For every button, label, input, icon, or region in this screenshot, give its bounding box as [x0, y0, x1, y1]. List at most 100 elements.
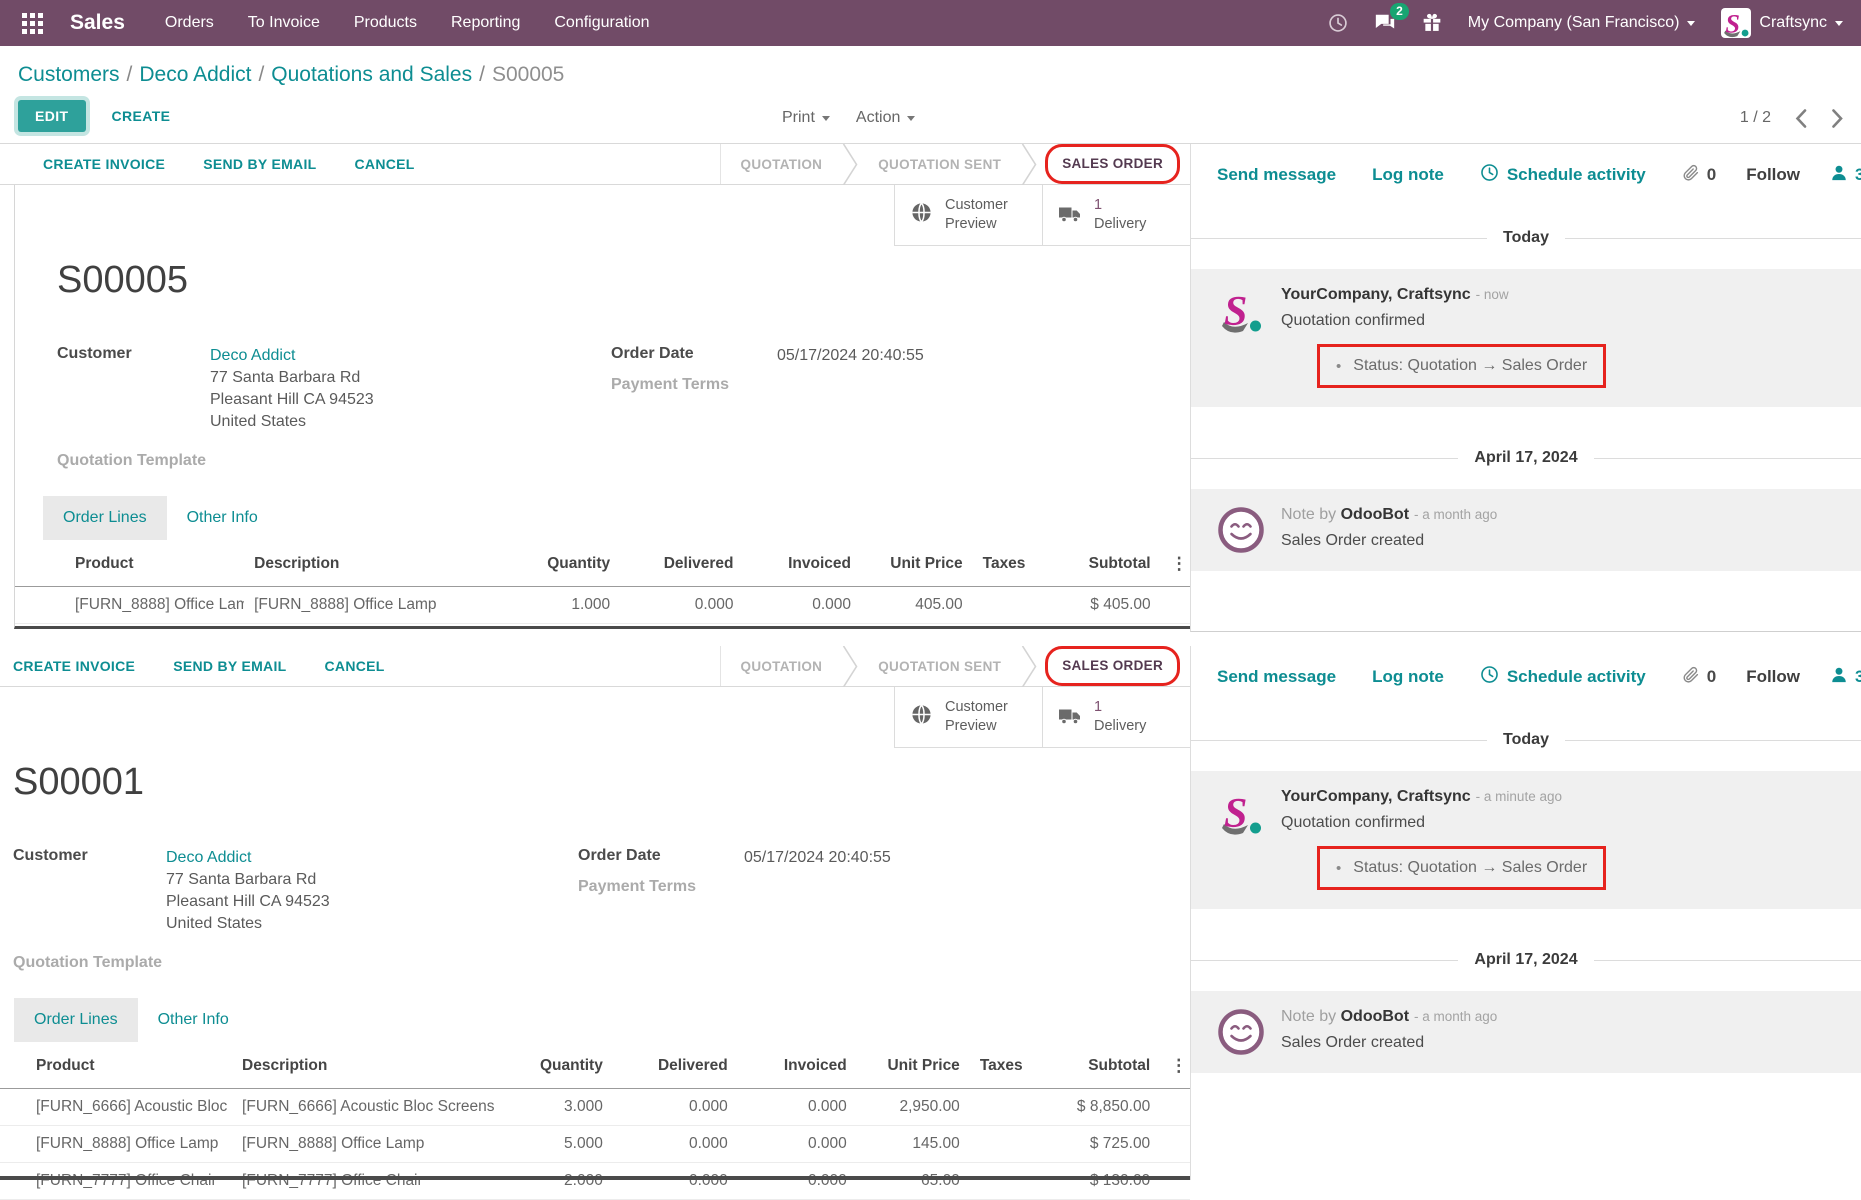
paperclip-icon [1682, 666, 1700, 689]
col-taxes: Taxes [969, 1046, 1036, 1089]
message-author: YourCompany, Craftsync [1281, 286, 1471, 303]
user-menu[interactable]: Craftsync [1721, 8, 1843, 38]
delivery-button[interactable]: 1 Delivery [1042, 185, 1190, 246]
table-header-row: Product Description Quantity Delivered I… [0, 1046, 1190, 1089]
paperclip-icon [1682, 164, 1700, 187]
tab-other-info[interactable]: Other Info [186, 509, 258, 526]
step-sales-order-active[interactable]: SALES ORDER [1062, 156, 1163, 171]
create-invoice-button[interactable]: CREATE INVOICE [13, 658, 136, 674]
customer-preview-button[interactable]: Customer Preview [894, 185, 1042, 246]
step-quotation[interactable]: QUOTATION [740, 156, 823, 172]
send-by-email-button[interactable]: SEND BY EMAIL [173, 658, 287, 674]
messages-icon[interactable]: 2 [1374, 3, 1409, 34]
order-line-row[interactable]: [FURN_8888] Office Lamp [FURN_8888] Offi… [15, 586, 1190, 624]
message-body: Quotation confirmed [1281, 814, 1426, 831]
avatar [1721, 8, 1752, 38]
schedule-activity-button[interactable]: Schedule activity [1480, 163, 1646, 187]
cancel-button[interactable]: CANCEL [354, 156, 415, 172]
notebook-tabs: Order Lines Other Info [14, 998, 249, 1042]
send-by-email-button[interactable]: SEND BY EMAIL [203, 156, 317, 172]
breadcrumb-quotations[interactable]: Quotations and Sales [271, 63, 473, 86]
followers-button[interactable]: 3 [1830, 164, 1861, 187]
control-panel: EDIT CREATE Print Action 1 / 2 [0, 91, 1861, 145]
step-quotation-sent[interactable]: QUOTATION SENT [878, 156, 1002, 172]
col-delivered: Delivered [612, 1046, 738, 1089]
follow-button[interactable]: Follow [1746, 165, 1801, 184]
column-options-icon[interactable]: ⋮ [1160, 544, 1190, 587]
send-message-button[interactable]: Send message [1217, 165, 1337, 184]
attachments-button[interactable]: 0 [1682, 164, 1716, 187]
chatter-panel: Send message Log note Schedule activity … [1190, 646, 1861, 1180]
delivery-button[interactable]: 1 Delivery [1042, 687, 1190, 748]
message-time: - a month ago [1414, 1009, 1498, 1024]
followers-button[interactable]: 3 [1830, 666, 1861, 689]
chevron-down-icon [1687, 20, 1696, 26]
breadcrumb-deco-addict[interactable]: Deco Addict [139, 63, 252, 86]
customer-preview-button[interactable]: Customer Preview [894, 687, 1042, 748]
chatter-message: YourCompany, Craftsync - now Quotation co… [1191, 269, 1861, 407]
activities-clock-icon[interactable] [1328, 13, 1348, 33]
schedule-activity-button[interactable]: Schedule activity [1480, 665, 1646, 689]
step-quotation-sent[interactable]: QUOTATION SENT [878, 658, 1002, 674]
breadcrumb-customers[interactable]: Customers [18, 63, 120, 86]
action-dropdown[interactable]: Action [856, 109, 916, 127]
order-line-row[interactable]: [FURN_8888] Office Lamp [FURN_8888] Offi… [0, 1125, 1190, 1163]
menu-reporting[interactable]: Reporting [450, 14, 521, 31]
date-divider-april: April 17, 2024 [1191, 951, 1861, 969]
chatter-note: Note by OdooBot - a month ago Sales Order… [1191, 991, 1861, 1073]
send-message-button[interactable]: Send message [1217, 667, 1337, 686]
person-icon [1830, 164, 1848, 187]
odoobot-avatar [1217, 1008, 1265, 1056]
message-author: YourCompany, Craftsync [1281, 788, 1471, 805]
column-options-icon[interactable]: ⋮ [1160, 1046, 1190, 1089]
order-line-row[interactable]: [FURN_6666] Acoustic Bloc Screens [FURN_… [0, 1088, 1190, 1126]
cancel-button[interactable]: CANCEL [324, 658, 385, 674]
apps-grid-icon[interactable] [18, 9, 46, 37]
annotation-red-box: • Status: Quotation → Sales Order [1317, 344, 1607, 388]
menu-products[interactable]: Products [353, 14, 417, 31]
create-button[interactable]: CREATE [111, 108, 171, 124]
tab-order-lines[interactable]: Order Lines [43, 496, 167, 540]
pager-next-icon[interactable] [1831, 108, 1843, 128]
address-line: 77 Santa Barbara Rd [210, 369, 361, 386]
step-separator-icon [842, 143, 858, 185]
customer-label: Customer [13, 847, 88, 864]
status-pipeline: QUOTATION QUOTATION SENT SALES ORDER [719, 143, 1190, 185]
customer-label: Customer [57, 345, 132, 362]
message-time: - now [1475, 287, 1509, 302]
edit-button[interactable]: EDIT [18, 100, 86, 132]
log-note-button[interactable]: Log note [1372, 165, 1444, 184]
customer-link[interactable]: Deco Addict [166, 849, 252, 866]
top-navbar: Sales Orders To Invoice Products Reporti… [0, 0, 1861, 46]
menu-to-invoice[interactable]: To Invoice [247, 14, 320, 31]
chatter-message: YourCompany, Craftsync - a minute ago Quo… [1191, 771, 1861, 909]
address-line: 77 Santa Barbara Rd [166, 871, 317, 888]
pager-previous-icon[interactable] [1795, 108, 1807, 128]
col-product: Product [15, 544, 245, 587]
print-dropdown[interactable]: Print [782, 109, 830, 127]
menu-orders[interactable]: Orders [164, 14, 214, 31]
gift-icon[interactable] [1422, 12, 1442, 34]
message-time: - a month ago [1414, 507, 1498, 522]
attachments-button[interactable]: 0 [1682, 666, 1716, 689]
follow-button[interactable]: Follow [1746, 667, 1801, 686]
log-note-button[interactable]: Log note [1372, 667, 1444, 686]
order-line-row[interactable]: [FURN_7777] Office Chair [FURN_7777] Off… [0, 1162, 1190, 1200]
address-line: United States [210, 413, 307, 430]
company-switcher[interactable]: My Company (San Francisco) [1468, 14, 1696, 32]
customer-link[interactable]: Deco Addict [210, 347, 296, 364]
tab-order-lines[interactable]: Order Lines [14, 998, 138, 1042]
person-icon [1830, 666, 1848, 689]
chevron-down-icon [1835, 20, 1843, 26]
col-taxes: Taxes [972, 544, 1038, 587]
statusbar: CREATE INVOICE SEND BY EMAIL CANCEL QUOT… [0, 645, 1190, 687]
odoobot-avatar [1217, 506, 1265, 554]
create-invoice-button[interactable]: CREATE INVOICE [43, 156, 166, 172]
tab-other-info[interactable]: Other Info [157, 1011, 229, 1028]
step-quotation[interactable]: QUOTATION [740, 658, 823, 674]
avatar [1217, 286, 1265, 335]
chatter-note: Note by OdooBot - a month ago Sales Order… [1191, 489, 1861, 571]
quotation-template-label: Quotation Template [57, 452, 207, 469]
step-sales-order-active[interactable]: SALES ORDER [1062, 658, 1163, 673]
menu-configuration[interactable]: Configuration [554, 14, 650, 31]
